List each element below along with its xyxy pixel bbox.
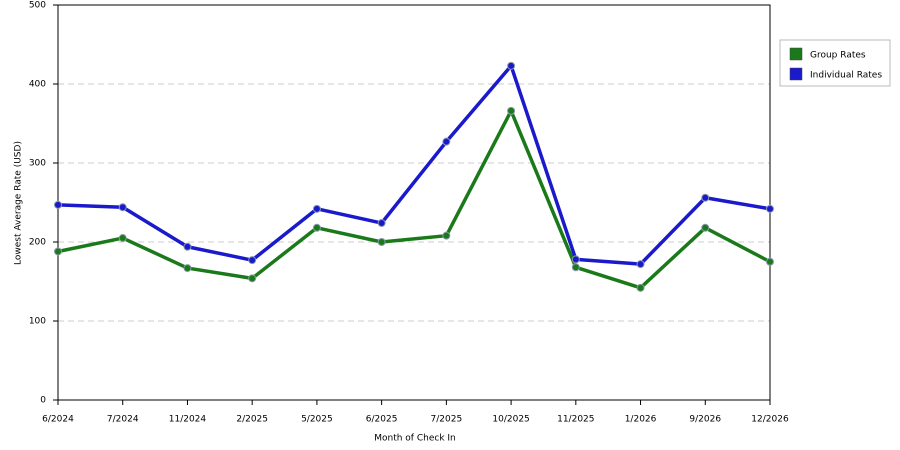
data-point [248, 256, 257, 265]
x-tick-label: 9/2026 [689, 415, 721, 425]
data-point [507, 61, 516, 70]
x-axis-label: Month of Check In [374, 434, 456, 444]
x-tick-label: 7/2025 [431, 415, 463, 425]
data-point [312, 223, 321, 232]
x-tick-label: 11/2025 [557, 415, 594, 425]
data-point [377, 238, 386, 246]
x-tick-label: 12/2026 [751, 415, 789, 425]
series-line [57, 64, 771, 266]
legend-label: Individual Rates [810, 71, 882, 81]
y-axis-label: Lowest Average Rate (USD) [14, 141, 24, 265]
data-point [571, 263, 580, 272]
y-tick-label: 0 [40, 396, 46, 406]
plot-frame [57, 4, 771, 401]
data-point [636, 260, 645, 269]
data-point [701, 223, 710, 232]
series-line [57, 109, 771, 290]
legend-swatch [789, 67, 803, 81]
y-tick-label: 300 [29, 159, 46, 169]
x-tick-label: 6/2024 [42, 415, 74, 425]
data-point [183, 264, 192, 273]
data-point [248, 274, 257, 283]
data-point [54, 200, 62, 209]
data-point [118, 203, 127, 212]
x-tick-label: 10/2025 [492, 415, 529, 425]
data-point [507, 106, 516, 115]
data-point [183, 242, 192, 251]
x-tick-label: 7/2024 [107, 415, 139, 425]
data-point [766, 257, 774, 266]
data-point [571, 255, 580, 264]
y-tick-label: 200 [29, 238, 46, 248]
data-point [442, 231, 451, 240]
data-point [766, 204, 774, 213]
data-point [636, 283, 645, 292]
data-point [377, 219, 386, 228]
data-point [312, 204, 321, 213]
y-tick-label: 400 [29, 80, 46, 90]
y-tick-label: 100 [29, 317, 46, 327]
y-tick-label: 500 [29, 1, 46, 11]
x-tick-label: 5/2025 [301, 415, 333, 425]
x-tick-label: 2/2025 [236, 415, 268, 425]
data-point [118, 234, 127, 243]
legend-label: Group Rates [810, 51, 866, 61]
x-tick-label: 1/2026 [625, 415, 657, 425]
x-tick-label: 6/2025 [366, 415, 398, 425]
data-point [701, 193, 710, 202]
data-point [442, 137, 451, 146]
x-tick-label: 11/2024 [169, 415, 207, 425]
data-point [54, 247, 62, 256]
legend-swatch [789, 47, 803, 61]
